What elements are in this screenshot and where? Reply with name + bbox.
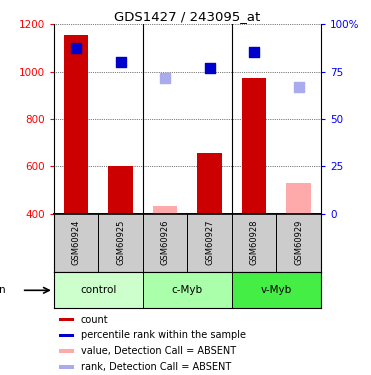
Bar bbox=[59, 334, 74, 337]
Bar bbox=[143, 273, 232, 308]
Bar bbox=[108, 166, 133, 214]
Point bbox=[207, 65, 213, 71]
Bar bbox=[153, 207, 177, 214]
Text: GSM60926: GSM60926 bbox=[161, 219, 170, 265]
Bar bbox=[286, 183, 311, 214]
Text: GSM60924: GSM60924 bbox=[72, 219, 81, 264]
Point bbox=[118, 59, 124, 65]
Title: GDS1427 / 243095_at: GDS1427 / 243095_at bbox=[114, 10, 260, 23]
Bar bbox=[197, 153, 222, 214]
Point bbox=[162, 75, 168, 81]
Bar bbox=[64, 35, 88, 214]
Bar bbox=[242, 78, 266, 214]
Point bbox=[296, 84, 302, 90]
Text: GSM60925: GSM60925 bbox=[116, 219, 125, 264]
Bar bbox=[54, 273, 143, 308]
Text: v-Myb: v-Myb bbox=[261, 285, 292, 296]
Text: percentile rank within the sample: percentile rank within the sample bbox=[81, 330, 246, 340]
Text: GSM60927: GSM60927 bbox=[205, 219, 214, 265]
Bar bbox=[59, 318, 74, 321]
Text: rank, Detection Call = ABSENT: rank, Detection Call = ABSENT bbox=[81, 362, 231, 372]
Text: infection: infection bbox=[0, 285, 6, 296]
Text: GSM60928: GSM60928 bbox=[250, 219, 259, 265]
Point bbox=[73, 45, 79, 51]
Text: control: control bbox=[80, 285, 116, 296]
Text: count: count bbox=[81, 315, 108, 324]
Point bbox=[251, 49, 257, 55]
Bar bbox=[59, 365, 74, 369]
Bar bbox=[59, 350, 74, 353]
Text: c-Myb: c-Myb bbox=[172, 285, 203, 296]
Text: value, Detection Call = ABSENT: value, Detection Call = ABSENT bbox=[81, 346, 236, 356]
Text: GSM60929: GSM60929 bbox=[294, 219, 303, 264]
Bar bbox=[232, 273, 321, 308]
